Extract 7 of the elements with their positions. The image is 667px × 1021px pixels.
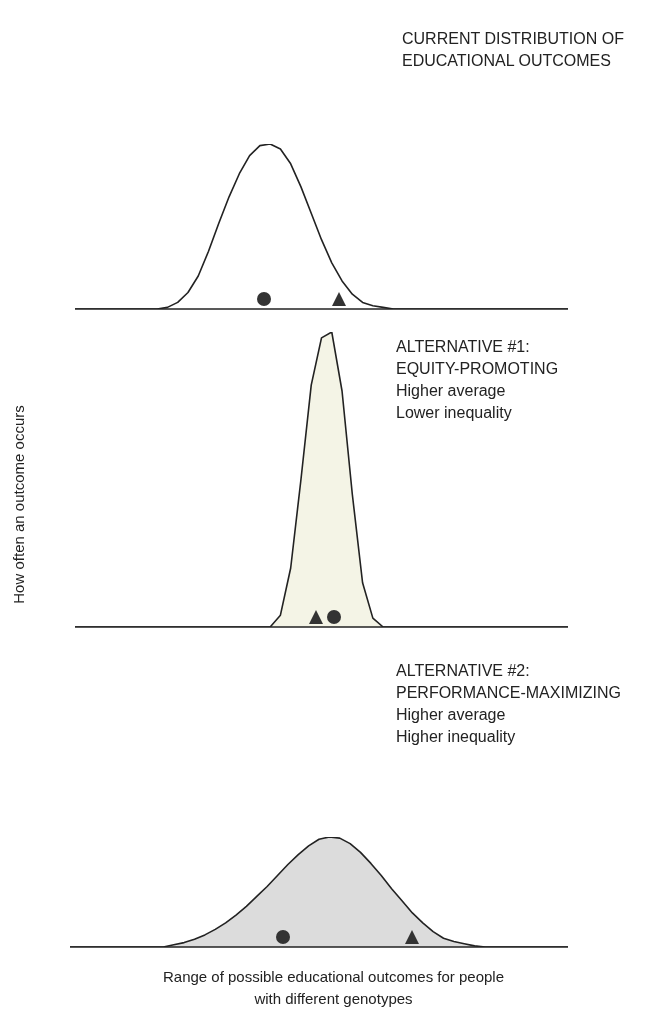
text: Higher average Lower inequality [396,381,513,423]
chart-title: ALTERNATIVE #2: PERFORMANCE-MAXIMIZING [396,661,622,703]
chart-title: CURRENT DISTRIBUTION OF EDUCATIONAL OUTCOMES [402,29,625,71]
y-axis-title: How often an outcome occurs [9,404,27,606]
chart-subtitle: Higher average Higher inequality [396,705,517,747]
text: ALTERNATIVE #1: EQUITY-PROMOTING [396,337,560,379]
x-axis-title: Range of possible educational outcomes for people with different genotypes [161,967,506,1009]
